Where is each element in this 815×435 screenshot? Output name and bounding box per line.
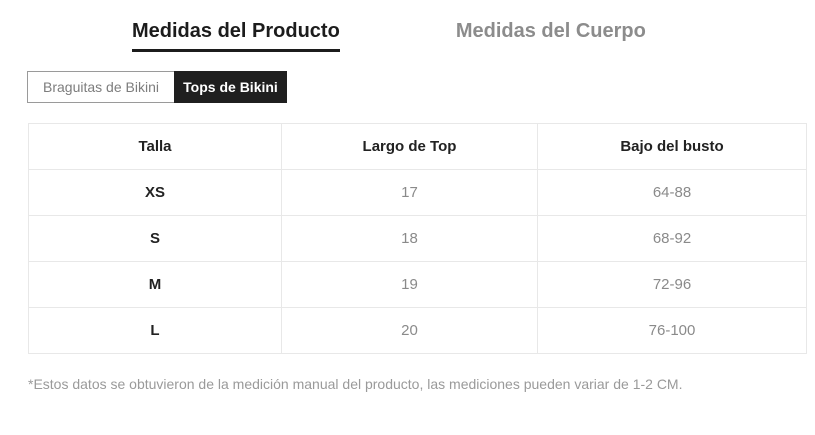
size-label: XS bbox=[28, 169, 282, 216]
underbust-value: 72-96 bbox=[537, 261, 807, 308]
toggle-bikini-tops-button[interactable]: Tops de Bikini bbox=[174, 71, 287, 103]
top-length-value: 20 bbox=[281, 307, 538, 354]
top-length-value: 17 bbox=[281, 169, 538, 216]
underbust-value: 68-92 bbox=[537, 215, 807, 262]
column-header-talla: Talla bbox=[28, 123, 282, 170]
table-row: XS 17 64-88 bbox=[28, 169, 807, 216]
table-row: M 19 72-96 bbox=[28, 261, 807, 308]
tab-body-measures[interactable]: Medidas del Cuerpo bbox=[455, 20, 646, 42]
garment-toggle: Braguitas de Bikini Tops de Bikini bbox=[27, 71, 815, 103]
size-label: M bbox=[28, 261, 282, 308]
size-chart-table: Talla Largo de Top Bajo del busto XS 17 … bbox=[28, 123, 807, 354]
tab-product-measures[interactable]: Medidas del Producto bbox=[132, 19, 340, 52]
toggle-bikini-bottoms-button[interactable]: Braguitas de Bikini bbox=[27, 71, 175, 103]
size-label: L bbox=[28, 307, 282, 354]
measure-tabs: Medidas del Producto Medidas del Cuerpo bbox=[0, 0, 815, 52]
top-length-value: 18 bbox=[281, 215, 538, 262]
top-length-value: 19 bbox=[281, 261, 538, 308]
table-header-row: Talla Largo de Top Bajo del busto bbox=[28, 123, 807, 170]
size-label: S bbox=[28, 215, 282, 262]
column-header-bajo-del-busto: Bajo del busto bbox=[537, 123, 807, 170]
underbust-value: 76-100 bbox=[537, 307, 807, 354]
column-header-largo-de-top: Largo de Top bbox=[281, 123, 538, 170]
table-row: L 20 76-100 bbox=[28, 307, 807, 354]
underbust-value: 64-88 bbox=[537, 169, 807, 216]
table-row: S 18 68-92 bbox=[28, 215, 807, 262]
measurement-disclaimer: *Estos datos se obtuvieron de la medició… bbox=[28, 376, 683, 392]
